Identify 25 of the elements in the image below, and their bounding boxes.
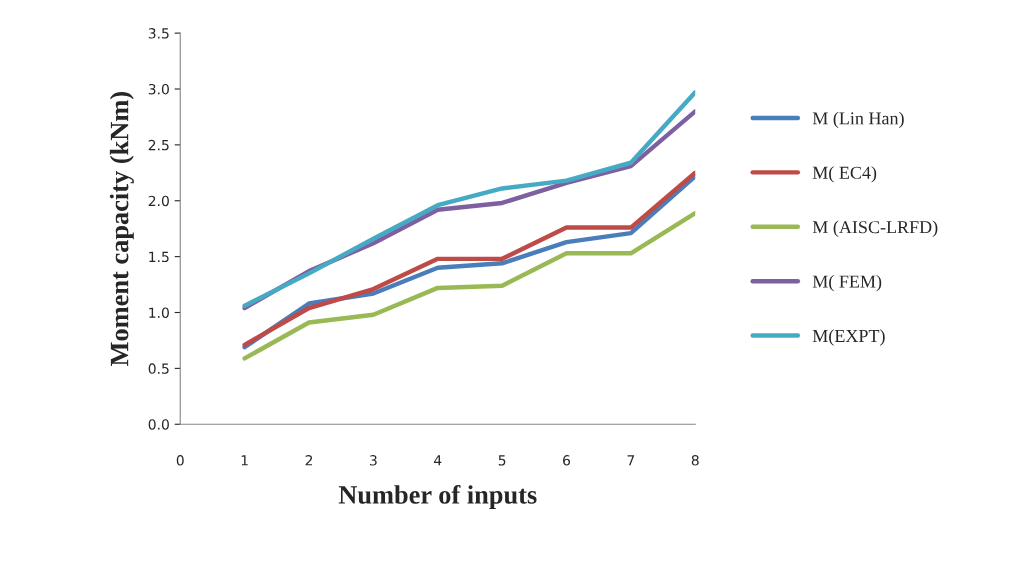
- y-tick-label: 0.0: [148, 419, 169, 430]
- legend-label: M (Lin Han): [812, 111, 904, 129]
- y-tick-label: 2.5: [148, 139, 169, 151]
- y-tick-label: 3.5: [148, 28, 169, 39]
- x-tick-label: 7: [627, 455, 635, 466]
- legend-label: M(EXPT): [812, 329, 885, 346]
- x-tick-label: 4: [434, 455, 442, 466]
- x-tick-label: 6: [563, 455, 571, 466]
- x-tick-label: 2: [305, 455, 313, 466]
- y-tick-label: 3.0: [148, 83, 169, 95]
- y-tick-label: 2.0: [148, 195, 169, 207]
- x-tick-label: 1: [241, 455, 248, 466]
- x-axis-title: Number of inputs: [338, 484, 537, 510]
- legend-label: M( EC4): [812, 166, 877, 183]
- x-tick-label: 0: [176, 455, 184, 466]
- y-tick-label: 1.5: [149, 251, 169, 263]
- x-tick-label: 8: [691, 455, 699, 466]
- legend-label: M( FEM): [812, 274, 882, 292]
- line-series: [242, 210, 696, 361]
- x-tick-label: 5: [498, 455, 506, 466]
- y-axis-title: Moment capacity (kNm): [109, 92, 134, 367]
- x-tick-label: 3: [370, 455, 377, 466]
- y-tick-label: 1.0: [149, 307, 169, 318]
- legend-label: M (AISC-LRFD): [812, 220, 938, 237]
- y-tick-label: 0.5: [148, 363, 169, 374]
